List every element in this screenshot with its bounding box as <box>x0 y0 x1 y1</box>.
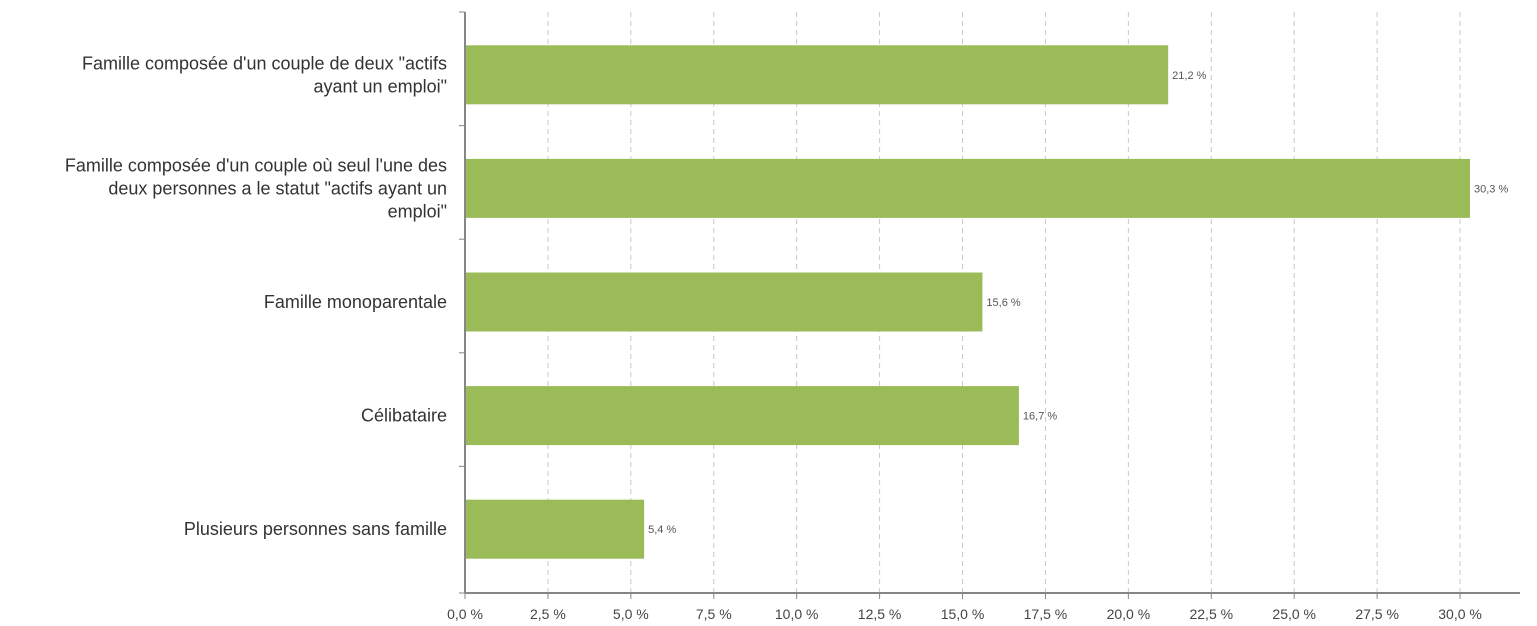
category-label-line: Famille composée d'un couple où seul l'u… <box>65 155 447 175</box>
bar <box>465 499 645 559</box>
category-label-line: deux personnes a le statut "actifs ayant… <box>108 178 447 198</box>
category-label-line: Famille monoparentale <box>264 292 447 312</box>
category-labels-group: Famille composée d'un couple de deux "ac… <box>65 53 447 539</box>
bars-group <box>465 45 1470 559</box>
bar <box>465 386 1019 446</box>
bar <box>465 158 1470 218</box>
x-tick-label: 7,5 % <box>696 606 732 622</box>
x-tick-label: 10,0 % <box>775 606 819 622</box>
bar <box>465 272 983 332</box>
x-tick-label: 30,0 % <box>1438 606 1482 622</box>
x-tick-label: 27,5 % <box>1355 606 1399 622</box>
data-label: 16,7 % <box>1023 411 1057 423</box>
x-tick-label: 25,0 % <box>1272 606 1316 622</box>
bar <box>465 45 1169 105</box>
axes-group <box>459 11 1520 599</box>
data-label: 15,6 % <box>986 297 1020 309</box>
data-label: 30,3 % <box>1474 183 1508 195</box>
category-label: Célibataire <box>361 406 447 426</box>
category-label-line: Célibataire <box>361 406 447 426</box>
category-label-line: Plusieurs personnes sans famille <box>184 519 447 539</box>
data-label: 21,2 % <box>1172 70 1206 82</box>
category-label-line: ayant un emploi" <box>314 76 447 96</box>
category-label-line: emploi" <box>388 201 447 221</box>
x-tick-label: 12,5 % <box>858 606 902 622</box>
x-tick-label: 15,0 % <box>941 606 985 622</box>
category-label: Famille composée d'un couple où seul l'u… <box>65 155 447 221</box>
data-label: 5,4 % <box>648 524 676 536</box>
category-label: Famille composée d'un couple de deux "ac… <box>82 53 447 96</box>
category-label: Plusieurs personnes sans famille <box>184 519 447 539</box>
x-tick-label: 22,5 % <box>1189 606 1233 622</box>
x-tick-label: 5,0 % <box>613 606 649 622</box>
x-tick-label: 2,5 % <box>530 606 566 622</box>
data-labels-group: 21,2 % 30,3 % 15,6 % 16,7 % 5,4 % <box>648 70 1508 536</box>
x-tick-label: 20,0 % <box>1107 606 1151 622</box>
category-label-line: Famille composée d'un couple de deux "ac… <box>82 53 447 73</box>
tick-labels-group: 0,0 % 2,5 % 5,0 % 7,5 % 10,0 % 12,5 % 15,0 % 17… <box>447 606 1482 622</box>
category-label: Famille monoparentale <box>264 292 447 312</box>
x-tick-label: 17,5 % <box>1024 606 1068 622</box>
x-tick-label: 0,0 % <box>447 606 483 622</box>
